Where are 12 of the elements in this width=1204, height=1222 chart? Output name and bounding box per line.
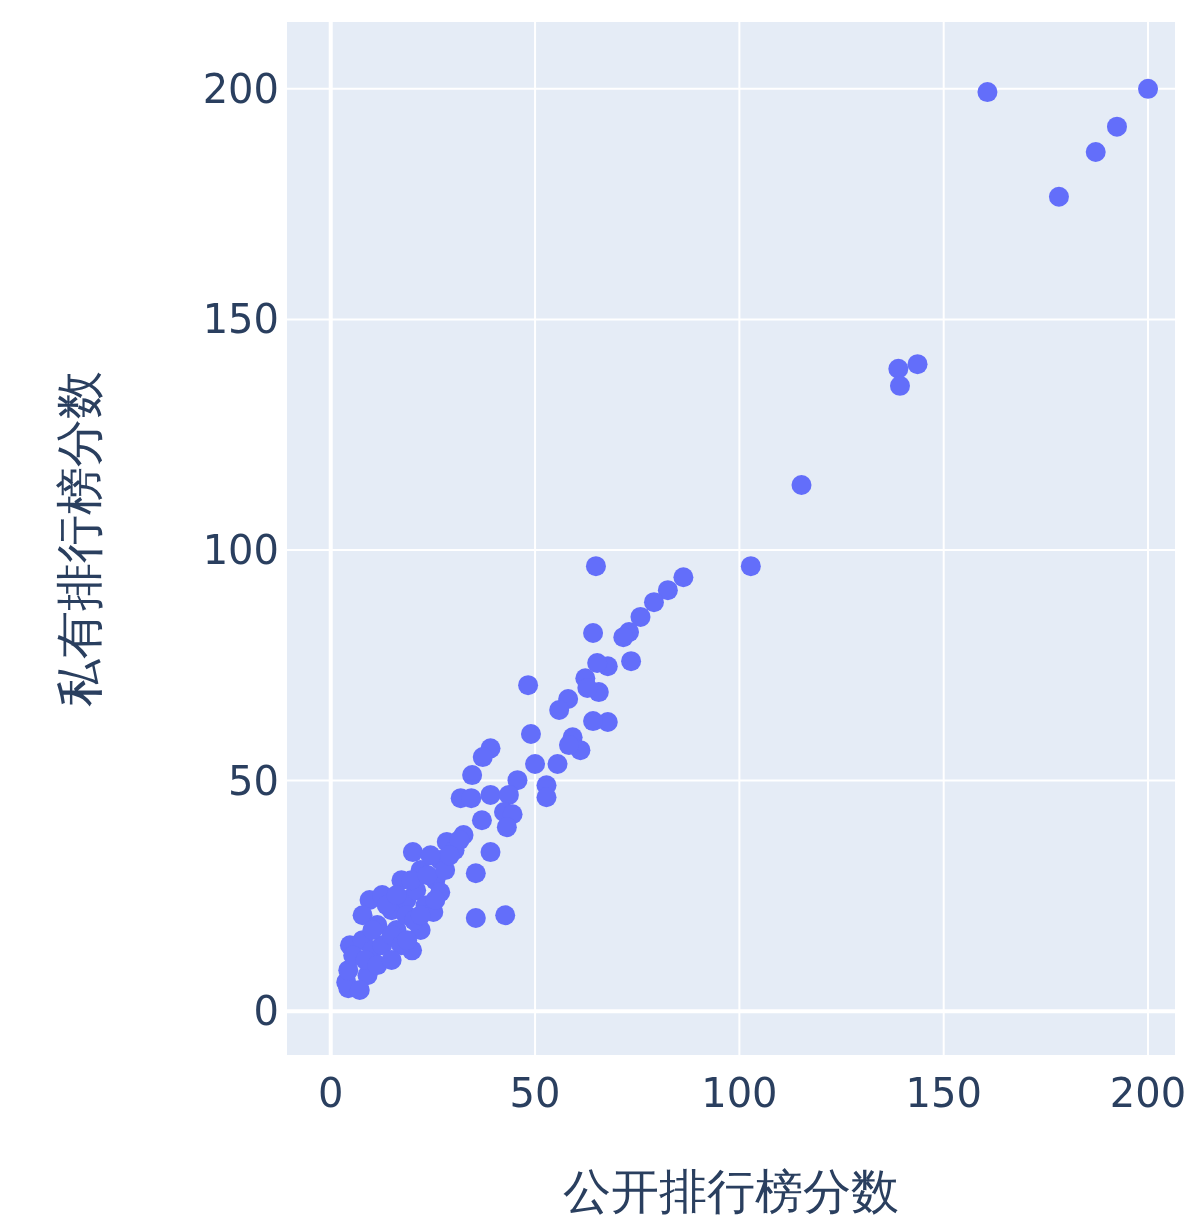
x-tick-label: 200 — [1109, 1070, 1187, 1116]
y-tick-label: 0 — [253, 988, 279, 1035]
x-tick-label: 150 — [905, 1070, 982, 1116]
x-tick-label: 50 — [509, 1070, 561, 1116]
x-axis-title: 公开排行榜分数 — [563, 1163, 899, 1219]
y-tick-label: 200 — [202, 65, 279, 112]
y-tick-label: 100 — [202, 527, 279, 574]
y-tick-label: 50 — [228, 757, 279, 804]
y-tick-label: 150 — [202, 296, 279, 343]
x-tick-label: 0 — [318, 1070, 344, 1116]
y-axis-title: 私有排行榜分数 — [51, 370, 107, 707]
x-tick-label: 100 — [701, 1070, 778, 1116]
